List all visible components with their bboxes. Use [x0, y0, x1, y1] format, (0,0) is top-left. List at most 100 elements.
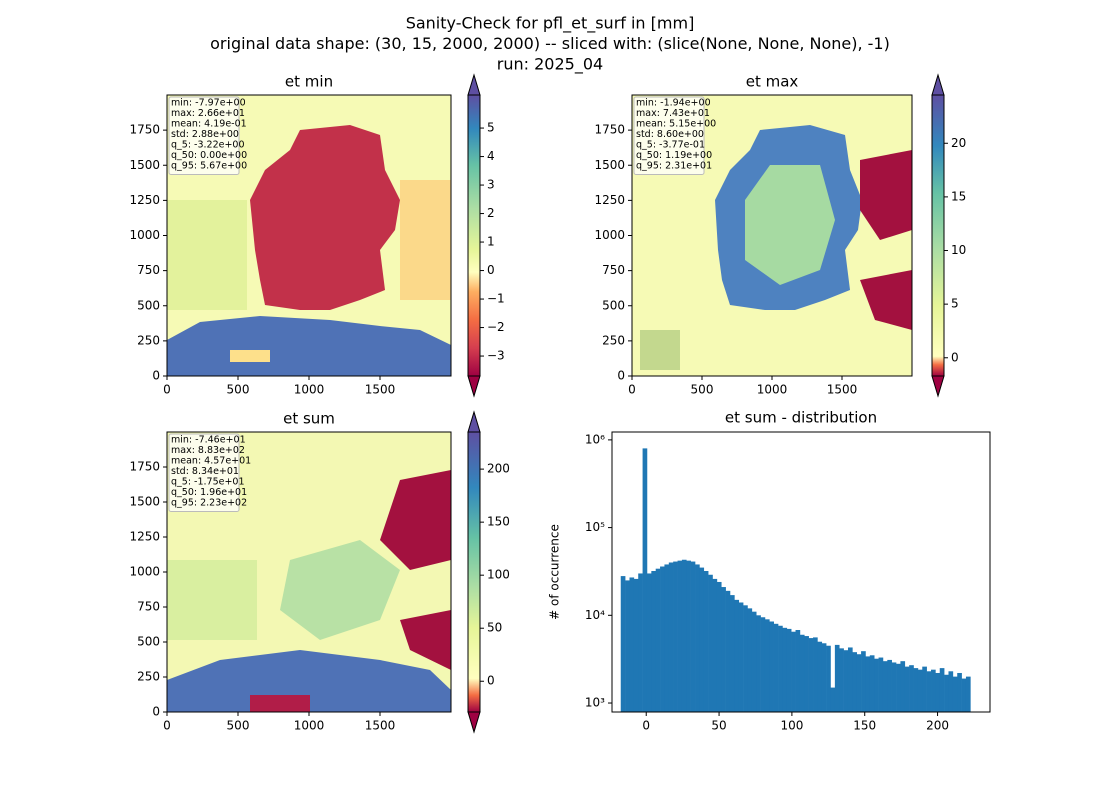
colorbar-tick-label: −2 [487, 320, 505, 334]
colorbar-extend-bottom [467, 711, 481, 734]
hist-bar [847, 647, 853, 712]
hist-bar [699, 567, 705, 712]
x-tick-label: 0 [163, 383, 171, 397]
hist-bar [865, 656, 871, 712]
axes-title: et sum - distribution [725, 409, 877, 427]
y-axis-label: # of occurrence [548, 524, 562, 620]
x-tick-label: 1500 [365, 719, 396, 733]
colorbar-tick-label: 3 [487, 178, 495, 192]
colorbar-tick-label: 2 [487, 206, 495, 220]
hist-bar [786, 628, 792, 712]
hist-bar [935, 672, 941, 712]
y-tick-label: 750 [137, 600, 160, 614]
hist-bar [839, 648, 844, 712]
stats-text: max: 7.43e+01 [636, 108, 710, 119]
stats-text: min: -1.94e+00 [636, 98, 711, 109]
hist-bar [747, 608, 753, 712]
x-tick-label: 200 [926, 719, 949, 733]
colorbar-extend-bottom [467, 375, 481, 398]
hist-bar [773, 623, 779, 712]
hist-bar [756, 615, 761, 712]
hist-bar [804, 636, 809, 712]
x-tick-label: 150 [853, 719, 876, 733]
hist-bar [830, 687, 836, 712]
stats-text: q_5: -3.77e-01 [636, 140, 705, 151]
colorbar-tick-label: 10 [951, 243, 966, 257]
colorbar-extend-bottom [931, 375, 945, 398]
colorbar-tick-label: −3 [487, 349, 505, 363]
y-tick-label: 250 [137, 333, 160, 347]
hist-bar [782, 627, 788, 712]
y-tick-label: 250 [137, 670, 160, 684]
hist-bar [633, 578, 639, 712]
x-tick-label: 1000 [757, 383, 788, 397]
hist-bar [913, 668, 919, 712]
colorbar-tick-label: 15 [951, 189, 966, 203]
y-tick-label: 10⁴ [585, 608, 605, 622]
x-tick-label: 0 [163, 719, 171, 733]
colorbar-tick-label: 0 [951, 350, 959, 364]
stats-text: q_95: 5.67e+00 [171, 161, 247, 172]
y-tick-label: 1500 [129, 495, 160, 509]
x-tick-label: 1000 [294, 719, 325, 733]
stats-text: max: 8.83e+02 [171, 445, 245, 456]
y-tick-label: 1000 [594, 228, 625, 242]
y-tick-label: 500 [137, 298, 160, 312]
hist-bar [769, 621, 774, 712]
stats-text: q_95: 2.23e+02 [171, 498, 247, 509]
y-tick-label: 750 [602, 263, 625, 277]
hist-bar [821, 643, 827, 712]
hist-bar [931, 669, 936, 712]
hist-bar [638, 573, 643, 712]
axes-title: et max [746, 73, 799, 91]
hist-bar [896, 663, 901, 712]
stats-box [633, 96, 705, 175]
stats-text: q_5: -1.75e+01 [171, 477, 245, 488]
y-tick-label: 500 [602, 298, 625, 312]
hist-bar [725, 590, 731, 712]
hist-bar [655, 568, 661, 712]
y-tick-label: 10⁵ [585, 520, 605, 534]
hist-bar [664, 564, 670, 712]
hist-bar [778, 625, 783, 712]
hist-bar [939, 668, 945, 712]
colorbar [468, 95, 480, 376]
colorbar-extend-top [467, 73, 481, 96]
hist-bar [874, 658, 879, 712]
hist-bar [878, 657, 884, 712]
hist-bar [900, 661, 906, 712]
y-tick-label: 500 [137, 635, 160, 649]
hist-bar [712, 578, 718, 712]
axes-title: et sum [283, 410, 335, 428]
map-et-max [632, 95, 912, 376]
stats-text: std: 2.88e+00 [171, 129, 239, 140]
hist-bar [738, 602, 744, 712]
axes-frame [611, 431, 991, 713]
x-tick-label: 0 [642, 719, 650, 733]
hist-bar [834, 644, 840, 712]
hist-bar [965, 676, 971, 712]
y-tick-label: 1750 [129, 460, 160, 474]
colorbar-tick-label: 20 [951, 136, 966, 150]
hist-bar [922, 666, 927, 712]
figure-title: run: 2025_04 [497, 55, 603, 75]
hist-bar [673, 561, 678, 712]
y-tick-label: 1500 [594, 158, 625, 172]
x-tick-label: 1500 [827, 383, 858, 397]
hist-bar [708, 574, 713, 712]
y-tick-label: 1250 [129, 193, 160, 207]
stats-text: min: -7.46e+01 [171, 435, 246, 446]
hist-bar [716, 581, 722, 712]
hist-bar [795, 629, 801, 712]
y-tick-label: 1750 [129, 123, 160, 137]
stats-text: max: 2.66e+01 [171, 108, 245, 119]
colorbar-tick-label: 0 [487, 263, 495, 277]
x-tick-label: 50 [711, 719, 726, 733]
stats-text: std: 8.60e+00 [636, 129, 704, 140]
hist-bar [791, 631, 796, 712]
colorbar-tick-label: 100 [487, 568, 510, 582]
y-tick-label: 10³ [585, 696, 605, 710]
hist-bar [651, 571, 656, 712]
stats-box [168, 433, 240, 512]
